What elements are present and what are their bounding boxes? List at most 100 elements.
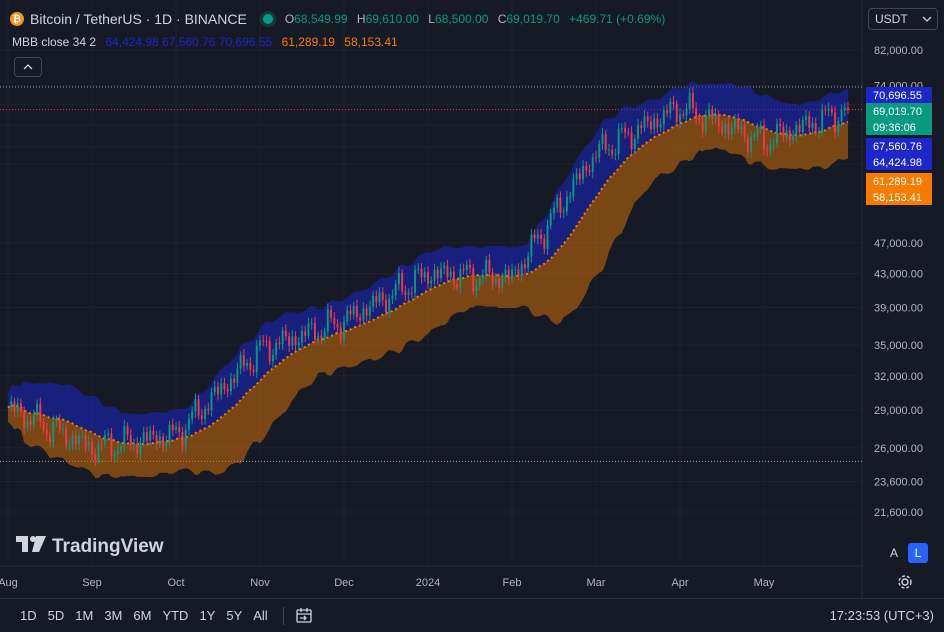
candle-body: [578, 173, 581, 180]
candle-body: [840, 110, 843, 122]
candle-body: [456, 283, 459, 288]
candlestick-series: [10, 87, 849, 467]
candle-body: [123, 426, 126, 447]
candle-body: [265, 341, 268, 343]
indicator-orange-value-1: 61,289.19: [281, 35, 335, 49]
candle-body: [714, 114, 717, 120]
change-value: +469.71 (+0.69%): [569, 12, 666, 26]
indicator-legend[interactable]: MBB close 34 2 64,424.98 67,560.76 70,69…: [12, 35, 404, 49]
candle-body: [391, 295, 394, 299]
candle-body: [291, 336, 294, 346]
y-tick-label: 35,000.00: [874, 340, 923, 352]
candle-body: [262, 340, 265, 342]
price-label-box: [866, 119, 932, 135]
candle-body: [249, 363, 252, 370]
candle-body: [763, 125, 765, 150]
candle-body: [288, 336, 291, 346]
lower-band-fill: [8, 114, 848, 479]
candle-body: [91, 441, 93, 455]
timeframe-3m[interactable]: 3M: [104, 608, 123, 623]
candle-body: [443, 265, 446, 269]
candle-body: [255, 345, 258, 372]
candle-body: [504, 269, 507, 278]
candle-body: [107, 433, 110, 436]
candle-body: [226, 388, 229, 392]
candle-body: [575, 173, 578, 180]
symbol-title[interactable]: Bitcoin / TetherUS · 1D · BINANCE: [30, 11, 247, 27]
candle-body: [553, 207, 555, 214]
candle-body: [653, 118, 656, 130]
y-tick-label: 21,600.00: [874, 507, 923, 519]
candle-body: [565, 196, 568, 212]
x-tick-label: Oct: [167, 577, 184, 589]
x-tick-label: Aug: [0, 577, 18, 589]
candle-body: [624, 128, 627, 133]
candle-body: [475, 285, 478, 292]
candle-body: [559, 197, 562, 213]
y-tick-label: 26,000.00: [874, 443, 923, 455]
candle-body: [213, 386, 216, 393]
timeframe-5d[interactable]: 5D: [47, 608, 65, 623]
candle-body: [81, 435, 84, 437]
settings-gear-icon[interactable]: [897, 574, 913, 590]
candle-body: [239, 355, 242, 369]
timeframe-ytd[interactable]: YTD: [162, 608, 189, 623]
timeframe-1m[interactable]: 1M: [75, 608, 94, 623]
candle-body: [220, 383, 223, 395]
candle-body: [200, 415, 203, 419]
candle-body: [49, 435, 51, 443]
candle-body: [191, 411, 194, 420]
timeframe-1d[interactable]: 1D: [20, 608, 37, 623]
countdown-label: 09:36:06: [873, 122, 916, 134]
currency-button[interactable]: USDT: [868, 8, 938, 30]
candle-body: [120, 446, 123, 451]
x-tick-label: Sep: [82, 577, 102, 589]
candle-body: [795, 124, 798, 137]
candle-body: [278, 342, 281, 344]
candle-body: [662, 110, 665, 125]
candle-body: [805, 116, 807, 120]
timezone-clock[interactable]: 17:23:53 (UTC+3): [829, 608, 934, 623]
price-label-box: [866, 138, 932, 154]
candle-body: [165, 441, 168, 447]
candle-body: [178, 426, 181, 433]
open-value: 68,549.99: [294, 12, 348, 26]
y-tick-label: 29,000.00: [874, 405, 923, 417]
candle-body: [136, 443, 139, 454]
candle-body: [695, 107, 698, 119]
candle-body: [708, 109, 711, 115]
log-scale-button[interactable]: L: [908, 543, 928, 563]
timeframe-all[interactable]: All: [253, 608, 268, 623]
candle-body: [488, 259, 491, 273]
candle-body: [410, 292, 413, 294]
candle-body: [436, 269, 439, 279]
timeframe-5y[interactable]: 5Y: [226, 608, 243, 623]
candle-body: [65, 428, 68, 446]
date-range-icon[interactable]: [294, 607, 314, 625]
candle-body: [378, 292, 381, 303]
candle-body: [71, 435, 74, 446]
collapse-legend-button[interactable]: [14, 57, 42, 77]
candle-body: [546, 225, 549, 249]
timeframe-1y[interactable]: 1Y: [199, 608, 216, 623]
candle-body: [55, 419, 58, 422]
candle-body: [572, 179, 575, 197]
candle-body: [126, 426, 129, 435]
indicator-label[interactable]: MBB close 34 2: [12, 35, 97, 49]
candle-body: [19, 403, 22, 413]
candle-body: [339, 327, 342, 340]
candle-body: [284, 330, 287, 337]
candle-body: [417, 268, 420, 270]
time-axis[interactable]: Aug Sep Oct Nov Dec 2024 Feb Mar Apr May: [0, 577, 775, 589]
auto-scale-button[interactable]: A: [889, 546, 898, 560]
x-tick-label: May: [754, 577, 775, 589]
candle-body: [152, 430, 155, 435]
candle-body: [343, 321, 345, 340]
x-tick-label: Feb: [503, 577, 522, 589]
ohlc-values: O68,549.99 H69,610.00 L68,500.00 C69,019…: [284, 12, 666, 26]
timeframe-6m[interactable]: 6M: [133, 608, 152, 623]
price-labels: 70,696.55 69,019.70 09:36:06 67,560.76 64,42…: [866, 87, 932, 205]
candle-body: [372, 296, 375, 307]
candle-body: [740, 125, 743, 130]
